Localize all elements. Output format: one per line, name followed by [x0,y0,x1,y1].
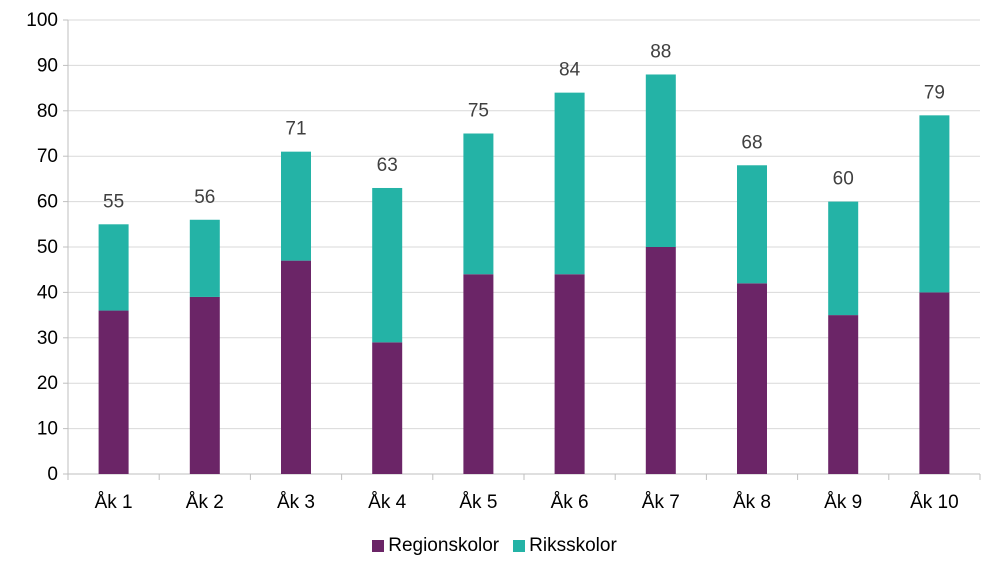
total-label: 88 [650,41,671,62]
x-tick-label: Åk 5 [459,492,497,513]
y-tick-label: 40 [37,282,58,303]
y-tick-label: 90 [37,55,58,76]
legend-swatch-riksskolor [513,540,526,552]
bar-regionskolor-6 [554,274,585,474]
bar-riksskolor-9 [828,201,859,316]
bar-riksskolor-3 [281,151,311,261]
bar-regionskolor-4 [372,342,403,474]
legend-label-regionskolor: Regionskolor [388,535,500,556]
axes: 0 10 20 30 40 50 60 70 80 90 100 [26,10,981,485]
x-tick-label: Åk 7 [642,492,680,513]
x-tick-label: Åk 1 [95,492,133,513]
bar-riksskolor-5 [463,133,494,275]
bar-riksskolor-7 [645,74,676,247]
y-tick-label: 100 [26,10,58,31]
bar-riksskolor-2 [189,219,220,297]
bar-riksskolor-10 [919,115,950,293]
bar-regionskolor-7 [645,247,676,474]
total-label: 55 [103,191,124,212]
x-tick-label: Åk 4 [368,492,406,513]
x-tick-label: Åk 6 [551,492,589,513]
bar-regionskolor-10 [919,292,950,474]
bar-regionskolor-8 [737,283,767,474]
legend-item-regionskolor: Regionskolor [372,535,499,557]
legend-swatch-regionskolor [372,540,385,552]
legend-label-riksskolor: Riksskolor [529,535,617,556]
total-label: 71 [285,119,306,140]
x-tick-label: Åk 3 [277,492,315,513]
bars [98,74,950,474]
x-tick-label: Åk 8 [733,492,771,513]
legend: Regionskolor Riksskolor [0,535,989,557]
total-label: 60 [833,169,854,190]
x-tick-label: Åk 9 [824,492,862,513]
y-tick-label: 70 [37,146,58,167]
bar-riksskolor-1 [98,224,129,311]
y-tick-label: 10 [37,419,58,440]
y-tick-label: 30 [37,328,58,349]
bar-regionskolor-3 [281,260,311,474]
bar-riksskolor-4 [372,187,403,343]
bar-regionskolor-5 [463,274,494,474]
total-label: 68 [741,132,762,153]
labels: 55 Åk 1 56 Åk 2 71 Åk 3 63 Åk 4 75 Åk 5 84 Åk 6 88 Åk… [95,41,959,513]
total-label: 75 [468,101,489,122]
y-tick-label: 50 [37,237,58,258]
total-label: 84 [559,60,581,81]
y-tick-label: 0 [47,464,58,485]
total-label: 79 [924,82,945,103]
total-label: 63 [377,155,398,176]
y-tick-label: 80 [37,101,58,122]
y-tick-label: 20 [37,373,58,394]
bar-regionskolor-1 [98,310,129,474]
bar-regionskolor-9 [828,315,859,474]
legend-item-riksskolor: Riksskolor [513,535,617,557]
bar-riksskolor-6 [554,92,585,275]
y-tick-label: 60 [37,192,58,213]
x-tick-label: Åk 10 [910,492,959,513]
gridlines [68,19,980,430]
bar-regionskolor-2 [189,296,220,474]
bar-riksskolor-8 [737,165,767,284]
total-label: 56 [194,187,215,208]
x-tick-label: Åk 2 [186,492,224,513]
